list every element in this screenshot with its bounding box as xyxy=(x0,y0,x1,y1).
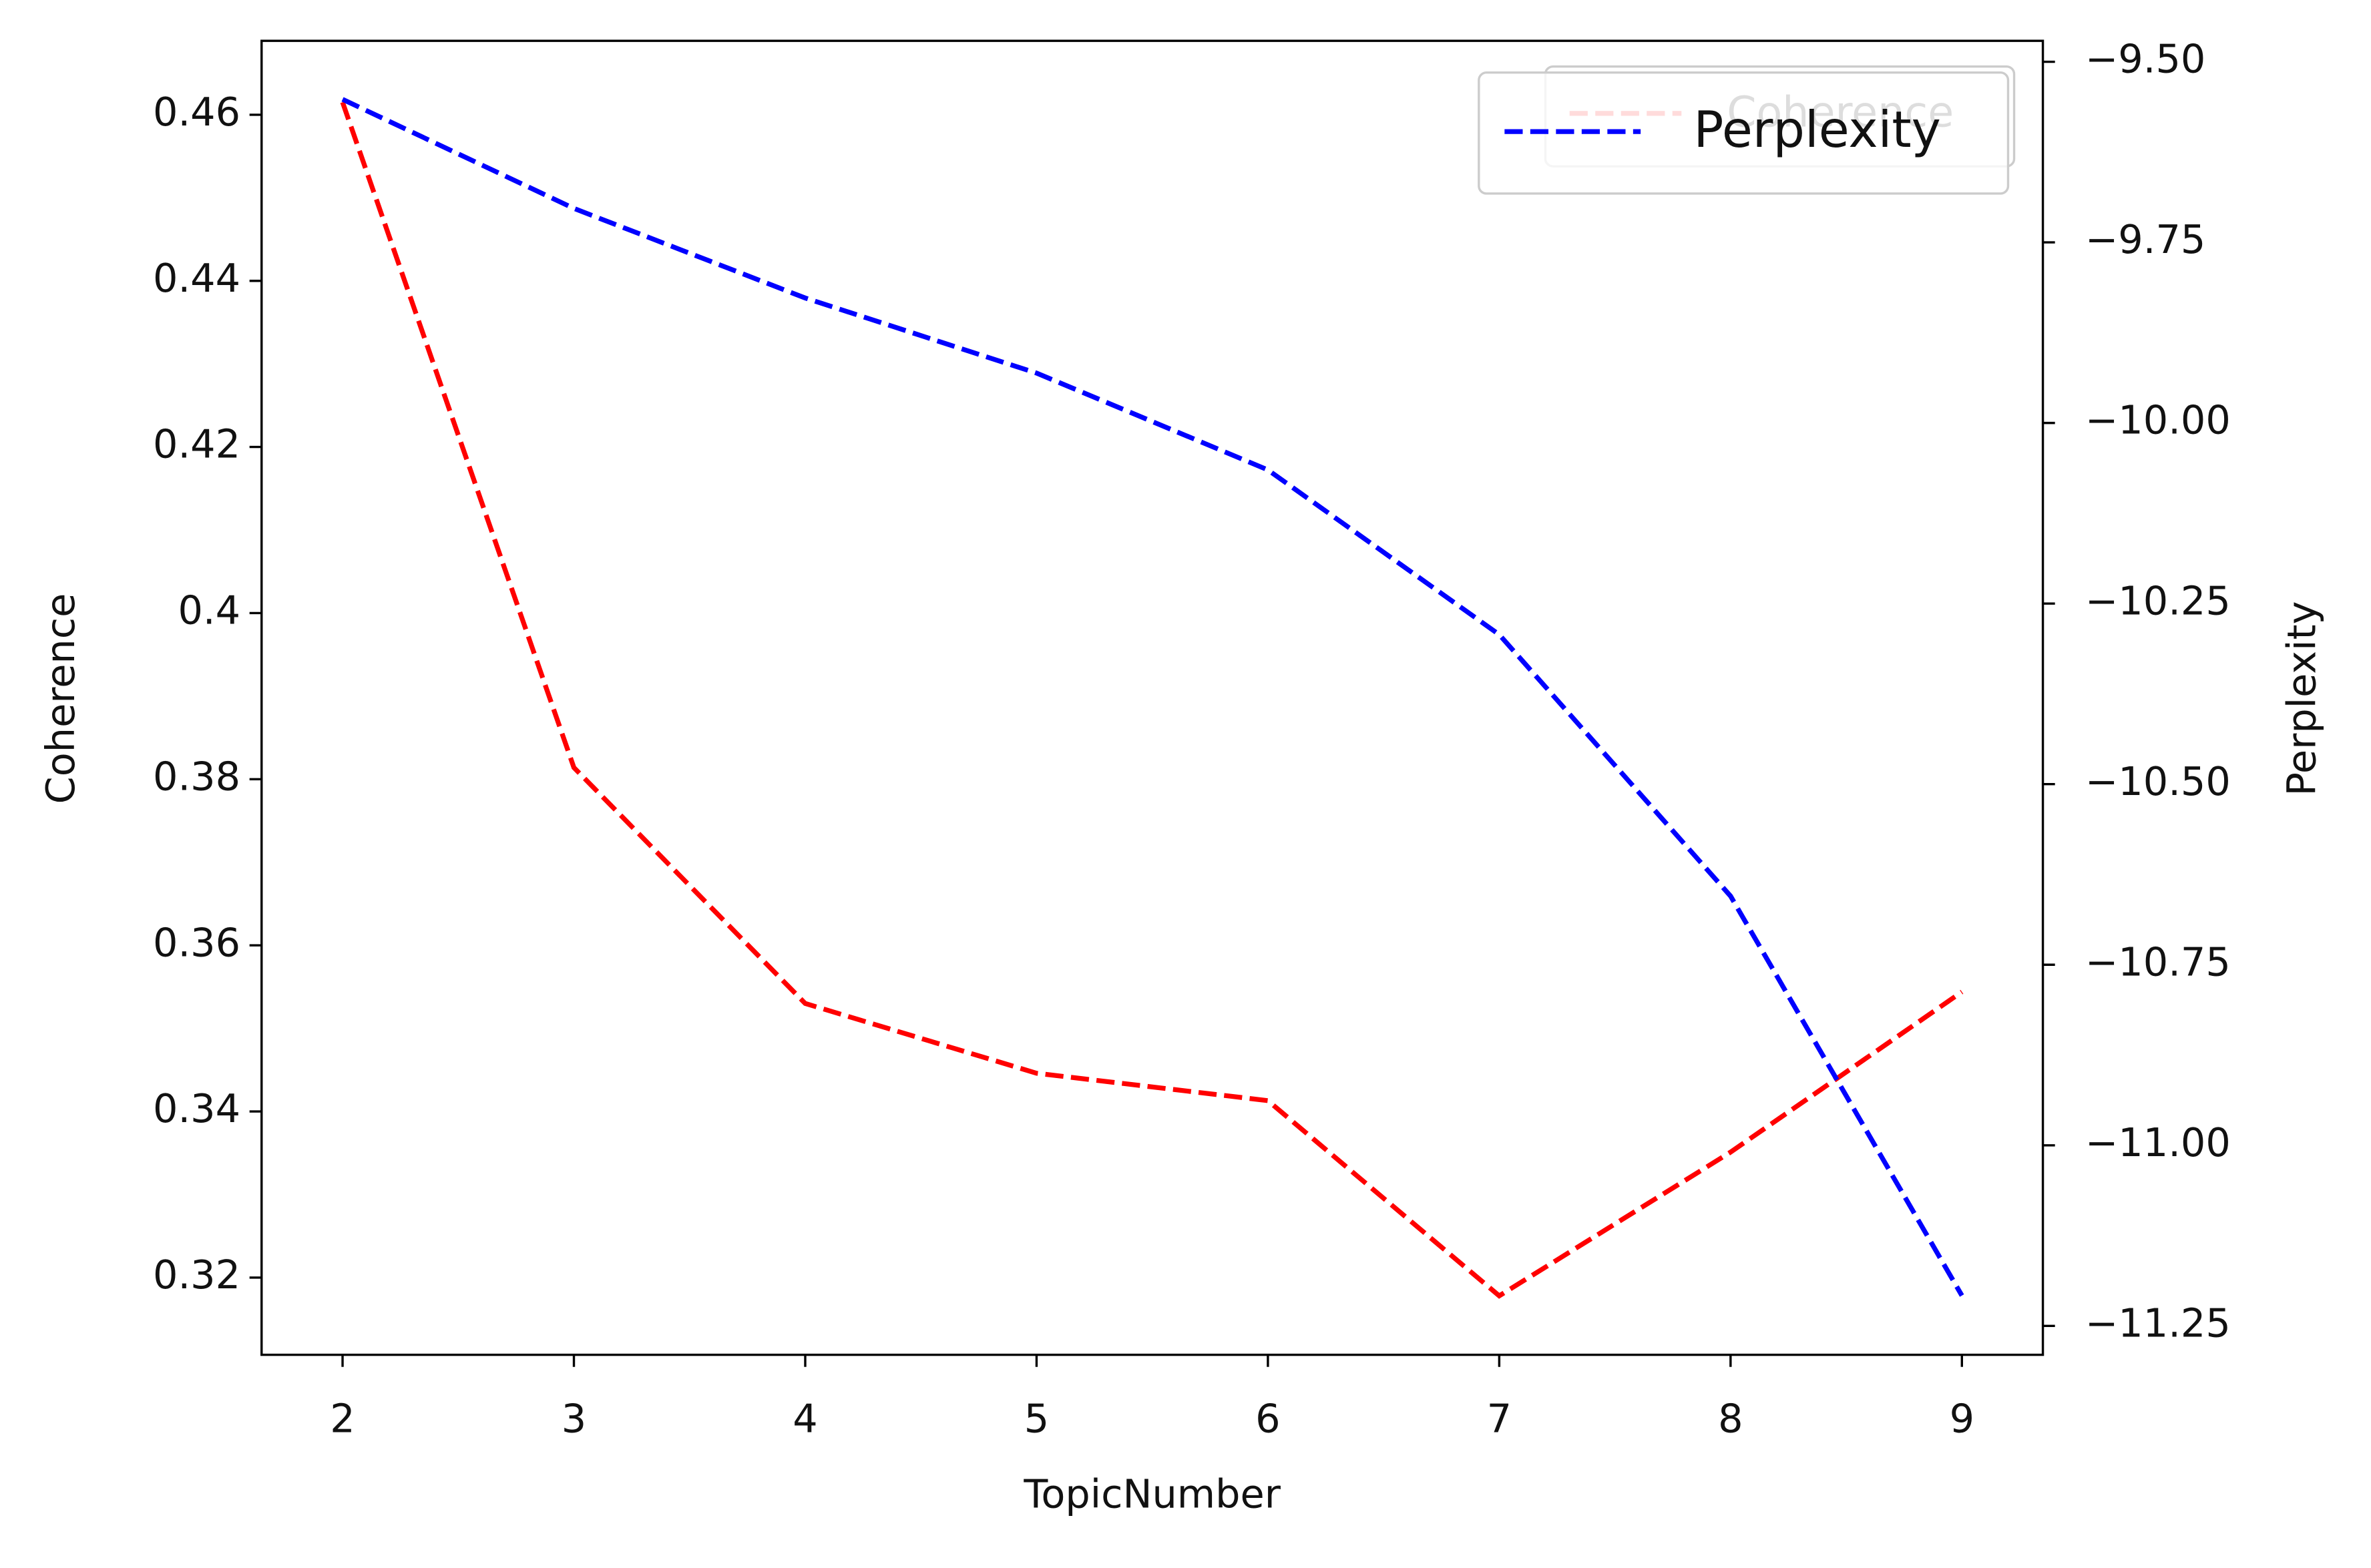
legend-box xyxy=(1478,71,2010,195)
y2-tick-label: −9.50 xyxy=(2085,36,2205,82)
x-tick-label: 2 xyxy=(330,1395,355,1441)
y2-axis-label: Perplexity xyxy=(2278,601,2324,796)
y-tick-label: 0.42 xyxy=(153,421,240,467)
series-line xyxy=(341,97,1964,1297)
y-axis-label: Coherence xyxy=(37,593,83,804)
plot-frame xyxy=(260,39,2044,1356)
y-tick-label: 0.38 xyxy=(153,753,240,799)
y-tick-label: 0.36 xyxy=(153,919,240,965)
x-axis-label: TopicNumber xyxy=(1023,1471,1281,1517)
legend-label: Perplexity xyxy=(1693,101,1940,159)
y-tick-label: 0.46 xyxy=(153,89,240,135)
y-tick-label: 0.34 xyxy=(153,1085,240,1131)
x-tick-label: 4 xyxy=(793,1395,817,1441)
series-line xyxy=(340,101,1964,1299)
x-tick-label: 5 xyxy=(1024,1395,1049,1441)
y2-tick-label: −10.25 xyxy=(2085,577,2231,623)
x-tick-label: 8 xyxy=(1718,1395,1743,1441)
y2-tick-label: −10.00 xyxy=(2085,397,2231,443)
x-tick-label: 6 xyxy=(1255,1395,1280,1441)
x-tick-label: 7 xyxy=(1487,1395,1512,1441)
x-tick-label: 9 xyxy=(1950,1395,1974,1441)
y-tick-label: 0.44 xyxy=(153,255,240,301)
y-tick-label: 0.32 xyxy=(153,1252,240,1298)
y2-tick-label: −11.25 xyxy=(2085,1300,2231,1346)
y-tick-label: 0.4 xyxy=(178,587,240,633)
x-tick-label: 3 xyxy=(562,1395,586,1441)
y2-tick-label: −9.75 xyxy=(2085,216,2205,262)
y2-tick-label: −11.00 xyxy=(2085,1119,2231,1165)
y2-tick-label: −10.75 xyxy=(2085,939,2231,985)
y2-tick-label: −10.50 xyxy=(2085,758,2231,804)
